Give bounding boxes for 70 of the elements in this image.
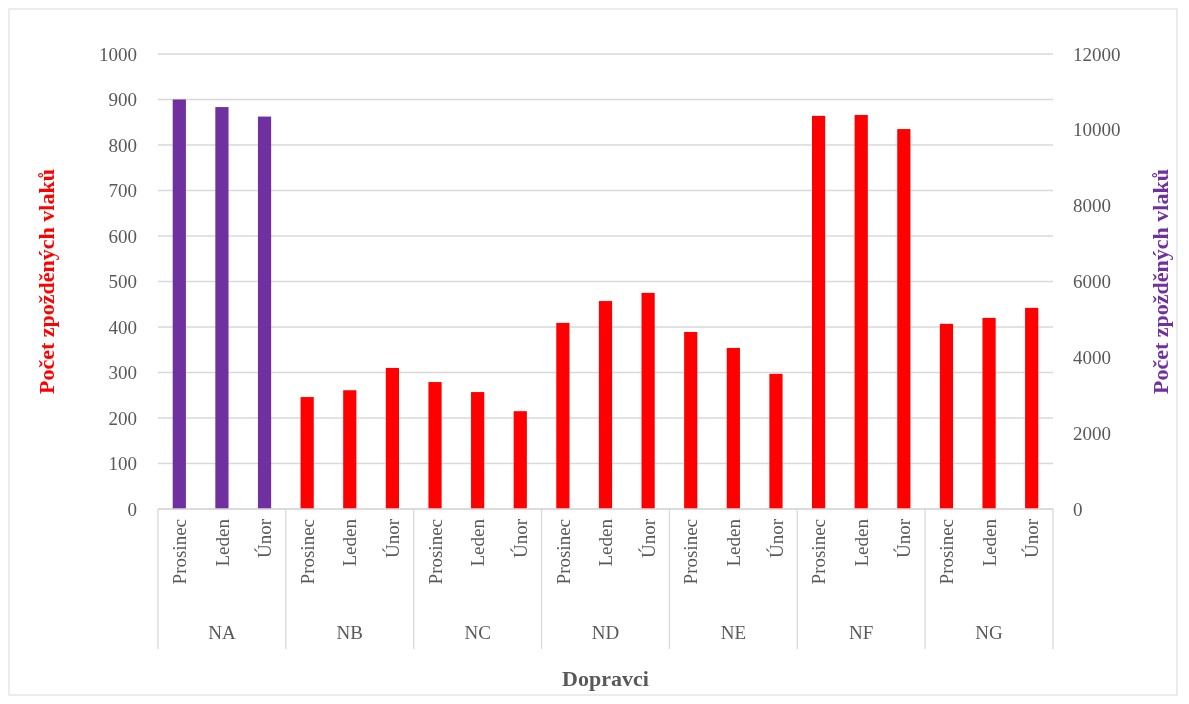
bar — [513, 411, 527, 509]
x-tick-label: Únor — [637, 518, 659, 559]
text: NE — [720, 622, 747, 643]
bar — [811, 115, 826, 509]
bar — [726, 347, 740, 509]
text: NC — [464, 622, 491, 643]
y2-tick-label: 2000 — [1073, 422, 1111, 444]
x-tick-label: Únor — [382, 518, 404, 559]
y2-tick-label: 6000 — [1073, 271, 1111, 293]
bar — [897, 129, 911, 509]
y-tick-label: 300 — [108, 362, 137, 384]
x-tick-label: Únor — [765, 518, 787, 559]
y-tick-label: 400 — [108, 316, 137, 338]
x-tick-label: Leden — [339, 518, 361, 567]
bar — [598, 301, 613, 509]
bar — [343, 390, 357, 509]
x-axis-title: Dopravci — [562, 666, 649, 691]
bar — [556, 322, 570, 509]
x-tick-label: Leden — [467, 518, 489, 567]
y-axis-title: Počet zpožděných vlaků — [33, 169, 59, 394]
y-tick-label: 800 — [108, 134, 137, 156]
x-tick-label: Prosinec — [936, 519, 958, 585]
text: NF — [849, 622, 874, 643]
text: ND — [591, 622, 620, 643]
bar — [684, 332, 698, 509]
text: NB — [336, 622, 363, 643]
y-tick-label: 1000 — [99, 43, 137, 65]
x-tick-label: Leden — [211, 518, 233, 567]
y2-tick-label: 12000 — [1073, 43, 1121, 65]
bar — [982, 317, 996, 509]
y-tick-label: 700 — [108, 180, 137, 202]
x-tick-label: Leden — [723, 518, 745, 567]
bar — [939, 323, 954, 509]
text: NA — [208, 622, 236, 643]
bar — [641, 292, 655, 509]
bar — [769, 373, 783, 509]
x-tick-label: Prosinec — [296, 519, 318, 585]
y-tick-label: 500 — [108, 271, 137, 293]
bar — [471, 392, 485, 509]
y-tick-label: 600 — [108, 225, 137, 247]
y-tick-label: 900 — [108, 89, 137, 111]
y2-tick-label: 10000 — [1073, 119, 1121, 141]
y2-tick-label: 0 — [1073, 498, 1083, 520]
bar — [257, 116, 272, 509]
y-tick-label: 100 — [108, 453, 137, 475]
x-tick-label: Únor — [254, 518, 276, 559]
x-tick-label: Prosinec — [680, 519, 702, 585]
y2-tick-label: 8000 — [1073, 195, 1111, 217]
bar — [428, 382, 442, 509]
x-tick-label: Prosinec — [552, 519, 574, 585]
y-tick-label: 0 — [127, 498, 137, 520]
x-tick-label: Únor — [1021, 518, 1043, 559]
bar — [172, 99, 186, 509]
x-tick-label: Leden — [978, 518, 1000, 567]
x-tick-label: Prosinec — [424, 519, 446, 585]
bar — [1025, 307, 1039, 509]
x-tick-label: Prosinec — [168, 519, 190, 585]
y2-axis-title: Počet zpožděných vlaků — [1147, 169, 1173, 394]
bar — [385, 367, 400, 509]
x-tick-label: Prosinec — [808, 519, 830, 585]
text: NG — [975, 622, 1004, 643]
bar — [215, 107, 229, 509]
x-tick-label: Leden — [595, 518, 617, 567]
bar — [300, 397, 314, 509]
bar — [854, 114, 868, 509]
y2-tick-label: 4000 — [1073, 346, 1111, 368]
y-tick-label: 200 — [108, 407, 137, 429]
x-tick-label: Leden — [850, 518, 872, 567]
x-tick-label: Únor — [509, 518, 531, 559]
x-tick-label: Únor — [893, 518, 915, 559]
